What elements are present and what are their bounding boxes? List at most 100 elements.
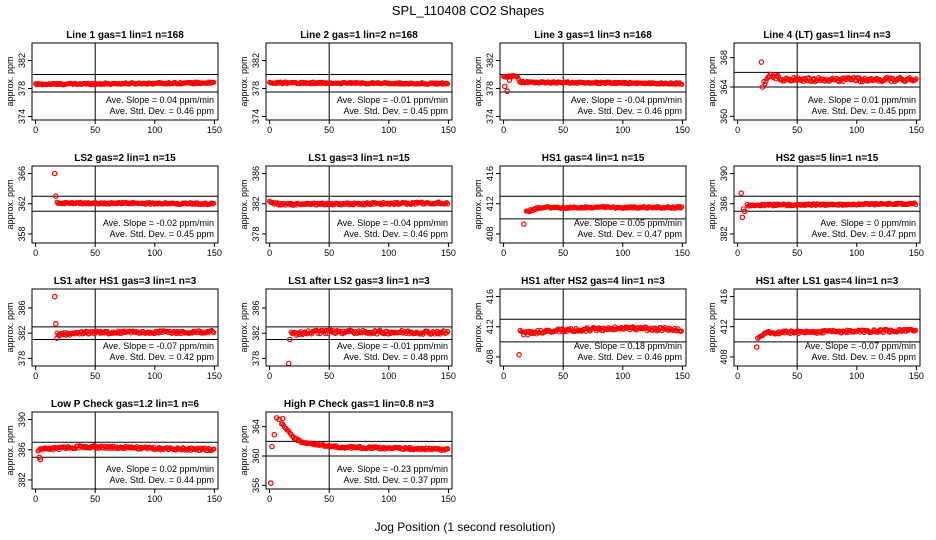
x-tick-label: 150 — [909, 248, 924, 258]
data-point — [301, 330, 307, 336]
y-tick-label: 358 — [17, 226, 27, 241]
y-tick-label: 386 — [251, 300, 261, 315]
panel-title: HS1 gas=4 lin=1 n=15 — [542, 153, 645, 164]
data-point — [774, 73, 780, 79]
x-tick-label: 100 — [849, 371, 864, 381]
data-point — [679, 81, 685, 87]
data-point — [52, 193, 59, 200]
panel-13: Low P Check gas=1.2 lin=1 n=6 0 50 100 150 38… — [5, 399, 222, 504]
y-tick-label: 408 — [719, 349, 729, 364]
data-point — [211, 330, 217, 336]
data-point — [269, 443, 275, 450]
panel-title: Line 1 gas=1 lin=1 n=168 — [66, 30, 184, 41]
x-tick-label: 100 — [147, 125, 162, 135]
data-point — [679, 204, 685, 210]
plot-frame — [265, 165, 453, 244]
stats-line: Ave. Std. Dev. = 0.45 ppm — [812, 352, 916, 362]
stats-line: Ave. Std. Dev. = 0.46 ppm — [578, 106, 682, 116]
y-tick-label: 360 — [251, 448, 261, 463]
y-tick-label: 374 — [485, 109, 495, 124]
plot-frame — [265, 411, 453, 490]
data-point — [182, 447, 188, 453]
data-point — [191, 200, 197, 206]
data-point — [267, 480, 274, 486]
x-tick-label: 50 — [558, 371, 568, 381]
x-tick-label: 150 — [675, 125, 690, 135]
x-tick-label: 100 — [615, 248, 630, 258]
x-tick-label: 0 — [735, 248, 740, 258]
x-tick-label: 0 — [33, 494, 38, 504]
panel-2: Line 2 gas=1 lin=2 n=168 0 50 100 150 374 378 3… — [239, 30, 456, 135]
y-tick-label: 360 — [719, 109, 729, 124]
data-point — [445, 446, 451, 452]
panel-9: LS1 after HS1 gas=3 lin=1 n=3 0 50 100 150 37… — [5, 276, 222, 381]
panel-5: LS2 gas=2 lin=1 n=15 0 50 100 150 358 362 366ap… — [5, 153, 222, 258]
data-point — [373, 329, 379, 335]
data-point — [738, 190, 745, 197]
x-tick-label: 0 — [33, 248, 38, 258]
y-tick-label: 412 — [485, 319, 495, 334]
data-point — [912, 77, 918, 83]
plot-frame — [733, 42, 921, 121]
x-tick-label: 150 — [207, 494, 222, 504]
y-axis-label: approx. ppm — [239, 179, 249, 229]
stats-line: Ave. Std. Dev. = 0.45 ppm — [812, 106, 916, 116]
data-point — [285, 360, 292, 367]
plot-frame — [31, 165, 219, 244]
y-tick-label: 382 — [485, 53, 495, 68]
stats-line: Ave. Slope = -0.02 ppm/min — [103, 218, 214, 228]
stats-line: Ave. Std. Dev. = 0.46 ppm — [110, 106, 214, 116]
x-tick-label: 150 — [207, 248, 222, 258]
panels: Line 1 gas=1 lin=1 n=168 0 50 100 150 374 378 3… — [5, 30, 924, 504]
panel-11: HS1 after HS2 gas=4 lin=1 n=3 0 50 100 150 40… — [473, 276, 690, 381]
y-tick-label: 378 — [251, 226, 261, 241]
data-point — [678, 328, 684, 334]
panel-title: LS2 gas=2 lin=1 n=15 — [74, 153, 176, 164]
data-point — [913, 202, 919, 208]
y-tick-label: 412 — [719, 319, 729, 334]
panel-title: LS1 after HS1 gas=3 lin=1 n=3 — [54, 276, 197, 287]
stats-line: Ave. Slope = 0.02 ppm/min — [106, 464, 214, 474]
data-point — [825, 202, 831, 208]
stats-line: Ave. Slope = 0.05 ppm/min — [574, 218, 682, 228]
figure-title: SPL_110408 CO2 Shapes — [392, 3, 545, 18]
panel-1: Line 1 gas=1 lin=1 n=168 0 50 100 150 374 378 3… — [5, 30, 222, 135]
x-tick-label: 150 — [207, 125, 222, 135]
y-tick-label: 416 — [485, 289, 495, 304]
x-tick-label: 50 — [558, 248, 568, 258]
x-tick-label: 50 — [792, 371, 802, 381]
panel-7: HS1 gas=4 lin=1 n=15 0 50 100 150 408 412 416ap… — [473, 153, 690, 258]
stats-line: Ave. Std. Dev. = 0.44 ppm — [110, 475, 214, 485]
x-tick-label: 150 — [207, 371, 222, 381]
x-tick-label: 150 — [675, 248, 690, 258]
data-point — [501, 83, 508, 90]
stats-line: Ave. Slope = -0.07 ppm/min — [805, 341, 916, 351]
stats-line: Ave. Std. Dev. = 0.48 ppm — [344, 352, 448, 362]
stats-line: Ave. Std. Dev. = 0.47 ppm — [578, 229, 682, 239]
x-tick-label: 150 — [441, 371, 456, 381]
x-tick-label: 0 — [501, 371, 506, 381]
x-tick-label: 100 — [147, 371, 162, 381]
y-axis-label: approx. ppm — [5, 425, 15, 475]
panel-title: High P Check gas=1 lin=0.8 n=3 — [284, 399, 435, 410]
y-tick-label: 382 — [17, 472, 27, 487]
x-tick-label: 100 — [147, 494, 162, 504]
y-tick-label: 416 — [719, 289, 729, 304]
data-point — [676, 205, 682, 211]
x-tick-label: 150 — [909, 125, 924, 135]
x-tick-label: 100 — [147, 248, 162, 258]
data-point — [761, 79, 767, 85]
stats-line: Ave. Std. Dev. = 0.47 ppm — [812, 229, 916, 239]
data-point — [675, 81, 682, 87]
panel-title: Line 2 gas=1 lin=2 n=168 — [300, 30, 418, 41]
stats-line: Ave. Std. Dev. = 0.45 ppm — [110, 229, 214, 239]
y-axis-label: approx. ppm — [239, 425, 249, 475]
data-point — [209, 200, 215, 206]
y-tick-label: 382 — [17, 326, 27, 341]
panel-title: Line 4 (LT) gas=1 lin=4 n=3 — [763, 30, 891, 41]
x-tick-label: 100 — [381, 248, 396, 258]
data-point — [37, 456, 44, 463]
data-point — [517, 327, 524, 334]
data-point — [677, 204, 683, 210]
data-point — [754, 335, 761, 341]
